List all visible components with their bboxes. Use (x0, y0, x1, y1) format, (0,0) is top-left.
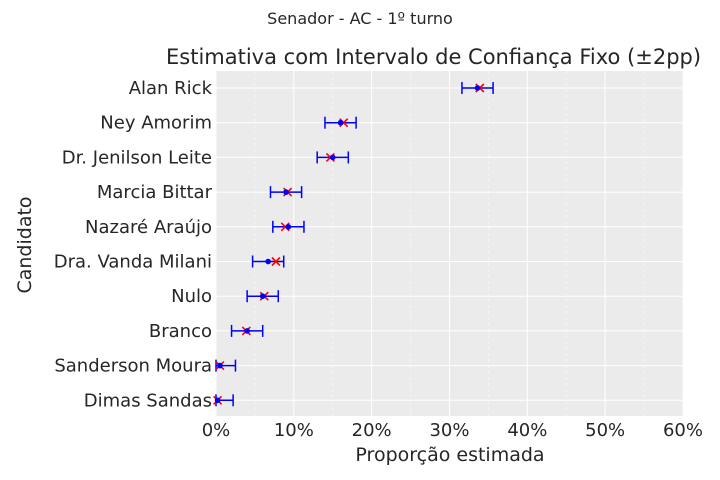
x-marker (271, 256, 281, 267)
y-tick-label: Nazaré Araújo (85, 217, 212, 238)
data-point (214, 397, 221, 404)
y-tick-label: Marcia Bittar (97, 182, 213, 203)
x-axis-label: Proporção estimada (355, 444, 544, 466)
data-point (285, 224, 292, 230)
y-tick-label: Dra. Vanda Milani (54, 252, 212, 273)
y-tick-label: Ney Amorim (100, 113, 212, 134)
y-axis-label: Candidato (14, 196, 36, 293)
x-tick-label: 40% (507, 420, 547, 441)
data-point (244, 328, 250, 334)
x-tick-label: 50% (585, 420, 625, 441)
x-tick-label: 20% (352, 420, 392, 441)
data-point (217, 362, 223, 369)
data-point (337, 119, 344, 126)
y-tick-label: Branco (149, 321, 212, 342)
x-tick-labels: 0% 10% 20% 30% 40% 50% 60% (202, 420, 703, 441)
data-point (474, 85, 481, 91)
chart-title: Estimativa com Intervalo de Confiança Fi… (166, 45, 701, 69)
data-point (329, 154, 336, 161)
y-tick-labels: Alan Rick Ney Amorim Dr. Jenilson Leite Mar… (54, 78, 213, 411)
x-tick-label: 30% (429, 420, 469, 441)
x-tick-label: 10% (274, 420, 314, 441)
x-tick-label: 60% (663, 420, 703, 441)
figure-suptitle: Senador - AC - 1º turno (267, 9, 453, 28)
y-tick-label: Nulo (171, 286, 212, 307)
data-point (259, 293, 266, 300)
y-tick-label: Sanderson Moura (54, 356, 212, 377)
markers (212, 83, 485, 405)
error-bars (215, 82, 494, 407)
data-point (283, 189, 289, 195)
y-tick-label: Dimas Sandas (84, 390, 212, 411)
grid (215, 71, 684, 416)
x-tick-label: 0% (202, 420, 231, 441)
data-point (265, 258, 271, 265)
y-tick-label: Dr. Jenilson Leite (62, 147, 212, 168)
y-tick-label: Alan Rick (129, 78, 213, 99)
x-marker-stroke (271, 256, 281, 267)
